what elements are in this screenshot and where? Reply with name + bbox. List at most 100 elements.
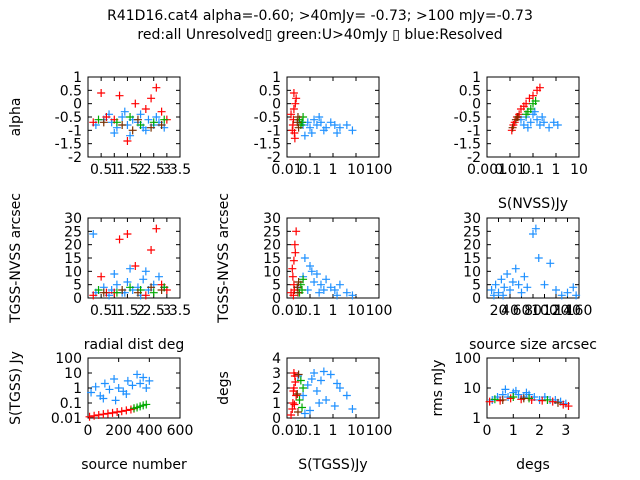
data-point-blue (342, 121, 351, 129)
data-point-dark (157, 286, 166, 294)
data-point-green (299, 275, 308, 284)
y-tick-label: 4 (272, 351, 281, 367)
x-tick-label: 0.01 (271, 303, 302, 319)
data-point-red (115, 91, 124, 100)
data-point-green (298, 286, 307, 294)
data-point-red (152, 83, 161, 92)
data-point-dark (118, 121, 127, 129)
y-tick-label: 30 (463, 211, 481, 227)
plot-frame (87, 217, 181, 299)
data-point-red (538, 396, 547, 405)
data-point-dark (293, 283, 302, 292)
data-point-red (99, 410, 108, 419)
data-point-red (287, 110, 296, 119)
data-point-blue (145, 376, 154, 385)
data-point-red (147, 246, 156, 254)
x-tick-label: 10 (347, 303, 365, 319)
data-point-blue (307, 267, 316, 276)
y-tick-label: -2 (68, 150, 82, 166)
data-point-green (149, 118, 158, 127)
data-point-blue (523, 283, 532, 292)
x-tick-label: 200 (105, 423, 132, 439)
data-point-red (141, 291, 150, 300)
y-tick-label: 0.1 (60, 396, 82, 412)
data-point-green (126, 283, 135, 292)
y-tick-label: 10 (263, 264, 281, 280)
x-axis-label: source number (81, 457, 187, 473)
data-point-red (113, 408, 122, 417)
x-tick-label: 0 (84, 423, 93, 439)
data-point-blue (503, 270, 512, 278)
data-point-red (287, 411, 296, 419)
data-point-blue (91, 382, 100, 391)
y-tick-label: 5 (272, 278, 281, 294)
y-tick-label: 15 (463, 251, 481, 267)
y-tick-label: 10 (463, 264, 481, 280)
data-point-red (485, 397, 494, 406)
x-tick-label: 0.01 (271, 423, 302, 439)
y-tick-label: -1.5 (454, 137, 481, 153)
x-tick-label: 1.5 (116, 162, 138, 178)
x-tick-label: 2 (136, 303, 145, 319)
x-axis-label: radial dist deg (84, 337, 184, 353)
x-tick-label: 100 (366, 423, 393, 439)
data-point-dark (99, 288, 108, 297)
data-point-blue (141, 267, 150, 276)
y-axis-label: rms mJy (430, 360, 446, 417)
data-point-dark (293, 288, 302, 297)
data-point-green (526, 105, 535, 113)
data-point-green (295, 396, 304, 404)
data-point-red (123, 137, 132, 145)
x-tick-label: 400 (136, 423, 163, 439)
data-point-blue (105, 385, 114, 394)
x-tick-label: 2.5 (143, 162, 165, 178)
data-point-red (122, 406, 131, 415)
y-tick-label: 0 (272, 291, 281, 307)
x-tick-label: 20 (490, 303, 508, 319)
y-tick-label: 30 (64, 211, 82, 227)
data-point-blue (312, 270, 321, 278)
data-point-blue (535, 121, 544, 129)
data-point-blue (110, 374, 119, 383)
plot-frame (486, 357, 580, 419)
x-tick-label: 1 (329, 303, 338, 319)
y-tick-label: 1 (73, 70, 82, 86)
x-tick-label: 0 (483, 423, 492, 439)
chart-title-line-2: red:all Unresolved▯ green:U>40mJy ▯ blue… (137, 27, 503, 43)
y-tick-label: 0 (472, 97, 481, 113)
y-tick-label: -0.5 (454, 110, 481, 126)
data-point-red (292, 227, 301, 236)
data-point-blue (142, 384, 151, 392)
data-point-blue (319, 126, 328, 135)
data-point-red (115, 235, 124, 244)
y-tick-label: 3 (272, 366, 281, 382)
data-point-dark (519, 394, 528, 403)
data-point-red (97, 272, 106, 281)
data-point-green (296, 376, 305, 385)
data-point-blue (303, 381, 312, 389)
x-tick-label: 100 (366, 303, 393, 319)
data-point-dark (293, 390, 302, 398)
data-point-blue (330, 286, 339, 294)
data-point-blue (494, 288, 503, 297)
y-tick-label: 25 (463, 224, 481, 240)
data-point-dark (513, 113, 522, 121)
data-point-blue (511, 386, 520, 395)
y-tick-label: -1.5 (254, 137, 281, 153)
data-point-blue (501, 385, 510, 394)
data-point-blue (534, 254, 543, 262)
data-point-red (288, 405, 297, 413)
data-point-blue (526, 118, 535, 127)
data-point-blue (310, 369, 319, 377)
data-point-blue (306, 406, 314, 415)
x-axis-label: degs (516, 457, 550, 473)
y-tick-label: 100 (55, 351, 82, 367)
data-point-blue (122, 389, 131, 398)
data-point-dark (99, 118, 108, 127)
data-point-dark (133, 288, 142, 297)
data-point-red (289, 291, 298, 300)
data-point-blue (310, 278, 319, 286)
y-tick-label: 15 (263, 251, 281, 267)
x-tick-label: 1 (329, 423, 338, 439)
y-tick-label: 0 (73, 97, 82, 113)
